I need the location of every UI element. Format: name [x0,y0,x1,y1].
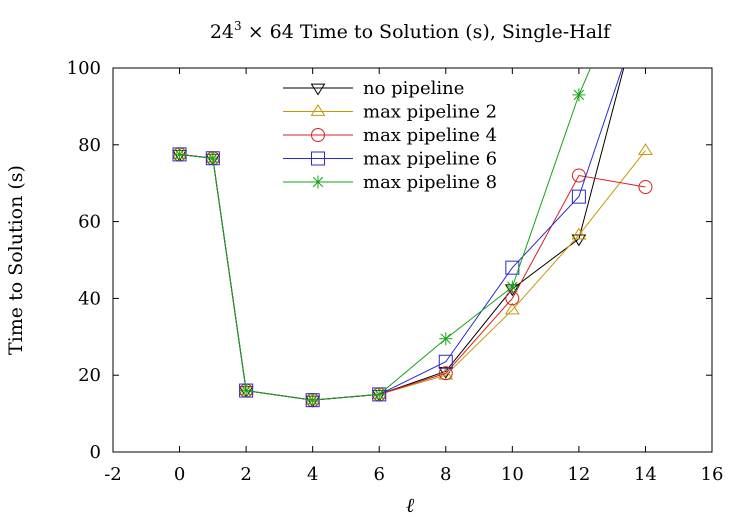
legend-label: max pipeline 4 [363,125,497,146]
x-tick-label: 0 [174,464,185,485]
data-point [571,227,587,240]
legend-marker [310,104,326,116]
chart-title-exponent: 3 [234,19,242,33]
x-tick-label: 10 [501,464,524,485]
marker-square [571,189,586,204]
marker-square [438,354,453,369]
chart-title-base: 24 [210,21,234,43]
y-tick-label: 80 [78,135,101,156]
data-point [572,88,586,102]
marker-asterisk-stroke [440,333,452,344]
marker-asterisk-stroke [240,385,252,396]
data-point [173,147,187,161]
y-tick-label: 60 [78,212,101,233]
marker-square [311,151,325,166]
legend-entry: no pipeline [283,78,464,99]
legend-marker [310,83,326,96]
data-point [206,151,220,165]
y-tick-label: 100 [67,58,101,79]
y-tick-label: 40 [78,288,101,309]
marker-circle [571,168,586,183]
plot-frame [112,67,713,453]
x-tick-label: 4 [307,464,318,485]
marker-circle [438,366,453,381]
data-point [504,302,520,315]
legend-entry: max pipeline 8 [283,172,497,193]
data-point [505,280,519,294]
data-point [438,354,453,369]
legend-label: max pipeline 2 [363,102,497,123]
x-tick-label: 14 [634,464,657,485]
x-tick-label: -2 [104,464,122,485]
chart-title-rest: × 64 Time to Solution (s), Single-Half [242,21,612,43]
marker-triangle-up [504,302,520,315]
marker-circle [638,180,653,195]
marker-circle [311,128,325,142]
x-tick-label: 8 [440,464,451,485]
data-point [306,393,320,407]
legend-entry: max pipeline 4 [283,125,497,146]
marker-asterisk-stroke [507,281,518,293]
y-axis-label: Time to Solution (s) [5,165,27,355]
marker-asterisk-stroke [573,89,585,101]
x-tick-label: 2 [240,464,251,485]
data-point [239,384,253,398]
marker-triangle-up [310,104,326,116]
data-point [571,168,586,183]
legend-entry: max pipeline 2 [283,102,497,123]
marker-asterisk-stroke [174,149,185,160]
data-point [638,180,653,195]
series-lines [172,68,653,408]
marker-triangle-down [310,83,326,96]
legend-marker [311,128,325,142]
data-point [438,366,453,381]
y-tick-label: 20 [78,365,101,386]
data-point [439,332,453,346]
data-point [372,387,386,401]
marker-asterisk-stroke [373,389,385,400]
legend-marker [311,175,325,189]
legend-label: max pipeline 6 [363,149,497,170]
legend-marker [311,151,325,166]
marker-asterisk-stroke [312,176,324,188]
data-point [638,143,653,155]
legend-label: max pipeline 8 [363,172,497,193]
series-max-pipeline-8 [173,68,592,407]
y-tick-label: 0 [90,442,101,463]
legend-entry: max pipeline 6 [283,149,497,170]
chart-title: 243 × 64 Time to Solution (s), Single-Ha… [210,19,612,43]
marker-triangle-up [638,143,653,155]
x-tick-label: 12 [567,464,590,485]
marker-asterisk-stroke [307,394,318,406]
x-tick-label: 16 [701,464,724,485]
marker-triangle-up [571,227,587,240]
x-tick-label: 6 [373,464,384,485]
legend-label: no pipeline [363,78,464,99]
marker-asterisk-stroke [207,153,219,164]
data-point [571,189,586,204]
x-axis-label: ℓ [406,493,415,517]
